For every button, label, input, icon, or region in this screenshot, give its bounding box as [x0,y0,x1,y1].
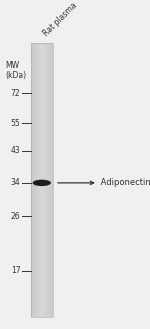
Bar [32,43,33,317]
Bar [48,43,49,317]
Bar [49,43,50,317]
Bar [34,43,35,317]
Bar [44,43,45,317]
Text: 55: 55 [11,119,20,128]
Bar [50,43,51,317]
Bar [31,43,53,317]
Text: 43: 43 [11,146,20,155]
Text: Rat plasma: Rat plasma [42,1,79,38]
Bar [42,43,43,317]
Text: 34: 34 [11,178,20,188]
Bar [35,43,36,317]
Bar [48,43,49,317]
Bar [41,43,42,317]
Bar [34,43,35,317]
Bar [36,43,37,317]
Bar [45,43,46,317]
Bar [47,43,48,317]
Text: 26: 26 [11,212,20,221]
Text: 17: 17 [11,266,20,275]
Ellipse shape [33,180,51,186]
Text: 72: 72 [11,89,20,98]
Bar [40,43,41,317]
Bar [46,43,47,317]
Bar [52,43,53,317]
Text: MW
(kDa): MW (kDa) [5,61,26,80]
Bar [39,43,40,317]
Bar [38,43,39,317]
Bar [43,43,44,317]
Bar [37,43,38,317]
Bar [33,43,34,317]
Bar [51,43,52,317]
Text: Adiponectin: Adiponectin [98,178,150,188]
Bar [38,43,39,317]
Bar [47,43,48,317]
Bar [31,43,32,317]
